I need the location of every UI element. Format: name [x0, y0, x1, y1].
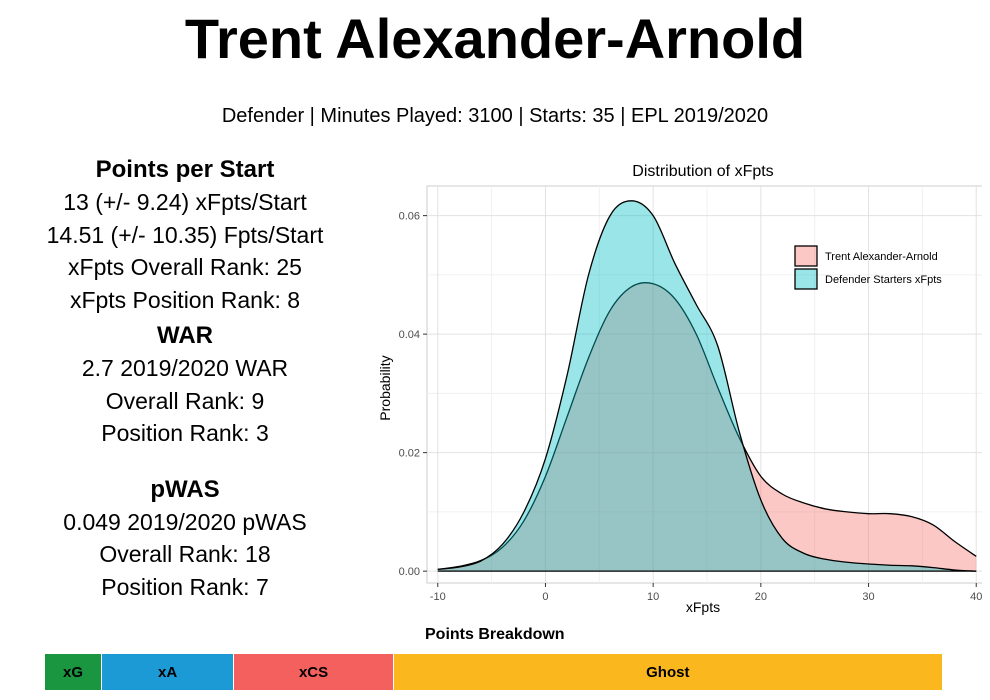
y-tick-label: 0.06	[399, 211, 420, 223]
legend-label: Defender Starters xFpts	[825, 274, 942, 286]
density-area-0	[437, 282, 977, 572]
stat-line: 0.049 2019/2020 pWAS	[63, 508, 307, 535]
pwas-heading: pWAS	[150, 475, 220, 503]
breakdown-segment-xa: xA	[102, 654, 235, 690]
points-breakdown-bar: xG xA xCS Ghost	[45, 654, 943, 690]
points-per-start-heading: Points per Start	[95, 156, 275, 183]
density-line-1	[437, 200, 977, 572]
legend-swatch	[794, 245, 818, 267]
stat-line: Overall Rank: 18	[99, 541, 271, 567]
stat-line: 14.51 (+/- 10.35) Fpts/Start	[46, 221, 324, 248]
breakdown-segment-xg: xG	[45, 654, 103, 690]
y-tick-label: 0.04	[399, 329, 420, 341]
stat-line: Overall Rank: 9	[105, 387, 265, 414]
legend-swatch	[794, 268, 818, 290]
x-tick-label: 0	[542, 591, 548, 603]
x-tick-label: 20	[755, 591, 767, 603]
stat-line: Position Rank: 7	[101, 573, 269, 600]
stats-panel: Points per Start 13 (+/- 9.24) xFpts/Sta…	[10, 154, 360, 603]
chart-legend: Trent Alexander-Arnold Defender Starters …	[794, 245, 942, 290]
x-tick-label: -10	[430, 591, 446, 603]
war-heading: WAR	[157, 322, 213, 349]
x-tick-label: 10	[647, 591, 659, 603]
breakdown-segment-xcs: xCS	[234, 654, 394, 690]
density-area-1	[437, 200, 977, 572]
x-tick-label: 40	[970, 591, 982, 603]
stat-line: 13 (+/- 9.24) xFpts/Start	[63, 189, 307, 215]
page-title: Trent Alexander-Arnold	[184, 7, 806, 70]
density-line-0	[437, 282, 977, 571]
points-per-start-section: Points per Start 13 (+/- 9.24) xFpts/Sta…	[10, 154, 360, 316]
stat-line: xFpts Position Rank: 8	[69, 286, 301, 313]
player-subtitle: Defender | Minutes Played: 3100 | Starts…	[221, 105, 769, 127]
density-chart: Distribution of xFpts xFpts Probability …	[377, 163, 982, 615]
chart-areas	[437, 200, 977, 572]
legend-label: Trent Alexander-Arnold	[825, 251, 938, 263]
stat-line: Position Rank: 3	[101, 420, 269, 446]
x-axis-label: xFpts	[686, 599, 720, 615]
breakdown-segment-ghost: Ghost	[393, 654, 943, 690]
points-breakdown-title: Points Breakdown	[425, 626, 565, 643]
pwas-section: pWAS 0.049 2019/2020 pWAS Overall Rank: …	[10, 474, 360, 604]
stat-line: xFpts Overall Rank: 25	[68, 254, 302, 280]
x-tick-label: 30	[862, 591, 874, 603]
y-tick-label: 0.02	[399, 448, 420, 460]
stat-line: 2.7 2019/2020 WAR	[81, 355, 289, 381]
war-section: WAR 2.7 2019/2020 WAR Overall Rank: 9 Po…	[10, 320, 360, 450]
chart-title: Distribution of xFpts	[632, 163, 773, 180]
chart-grid	[426, 185, 982, 584]
y-tick-label: 0.00	[399, 566, 420, 578]
y-axis-label: Probability	[377, 355, 393, 420]
chart-ticks: -10 0 10 20 30 40 0.00 0.02 0.04 0.06	[399, 211, 982, 603]
plot-panel	[426, 185, 982, 584]
